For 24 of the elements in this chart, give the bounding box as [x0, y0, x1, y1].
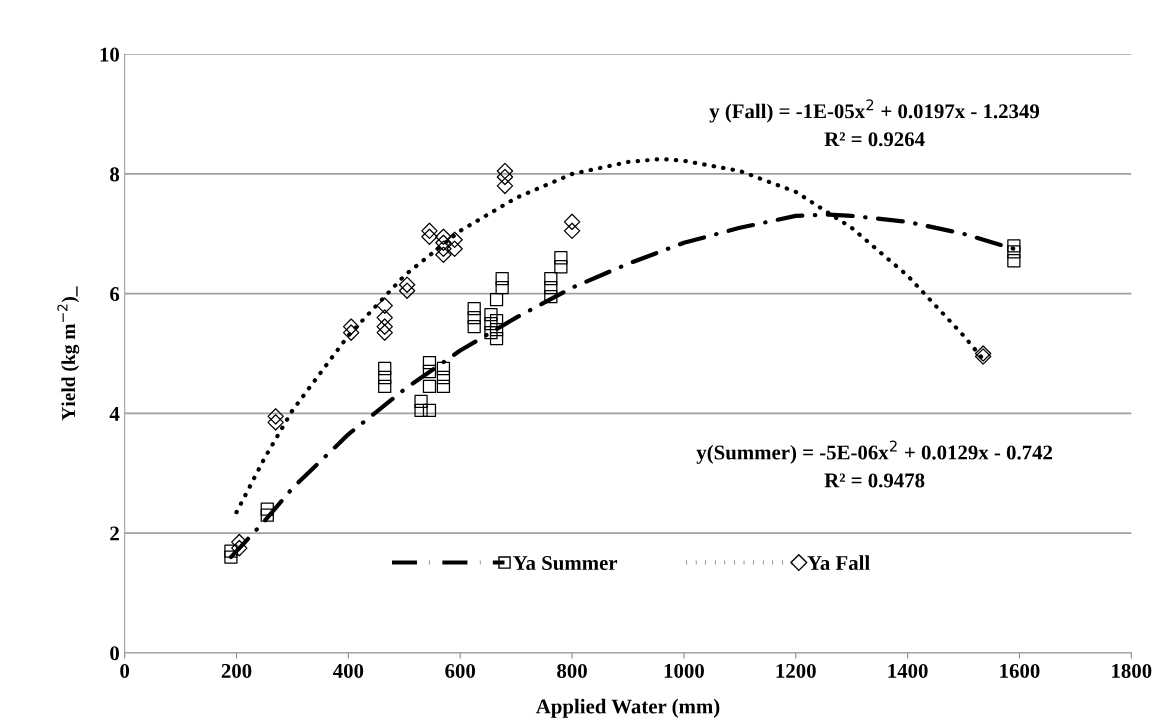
annotation: y(Summer) = -5E-06x$^{2}$ + 0.0129x - 0.742: [696, 440, 1053, 464]
y-tick-label: 6: [110, 287, 120, 302]
annotation: y (Fall) = -1E-05x$^{2}$ + 0.0197x - 1.2349: [709, 99, 1040, 123]
y-axis-title: Yield (kg m$^{−2}$)_: [57, 286, 80, 421]
y-tick-label: 10: [100, 47, 119, 62]
x-tick-label: 1000: [664, 663, 704, 678]
y-tick-label: 2: [110, 526, 119, 541]
x-tick-label: 400: [333, 663, 364, 678]
x-tick-label: 1600: [1000, 663, 1040, 678]
x-tick-label: 1800: [1112, 663, 1152, 678]
y-tick-label: 0: [110, 646, 119, 661]
y-tick-label: 4: [109, 406, 120, 421]
x-axis-title: Applied Water (mm): [535, 698, 720, 718]
x-tick-label: 800: [557, 663, 587, 678]
y-tick-label: 8: [110, 167, 120, 182]
annotation: R² = 0.9264: [824, 132, 925, 147]
x-tick-label: 0: [120, 663, 130, 678]
legend-label: Ya Fall: [807, 555, 870, 571]
x-tick-label: 600: [445, 663, 476, 678]
annotation: R² = 0.9478: [824, 473, 925, 488]
legend-label: Ya Summer: [513, 556, 618, 571]
x-tick-label: 200: [221, 663, 252, 678]
x-tick-label: 1400: [888, 663, 928, 678]
x-tick-label: 1200: [776, 663, 816, 678]
